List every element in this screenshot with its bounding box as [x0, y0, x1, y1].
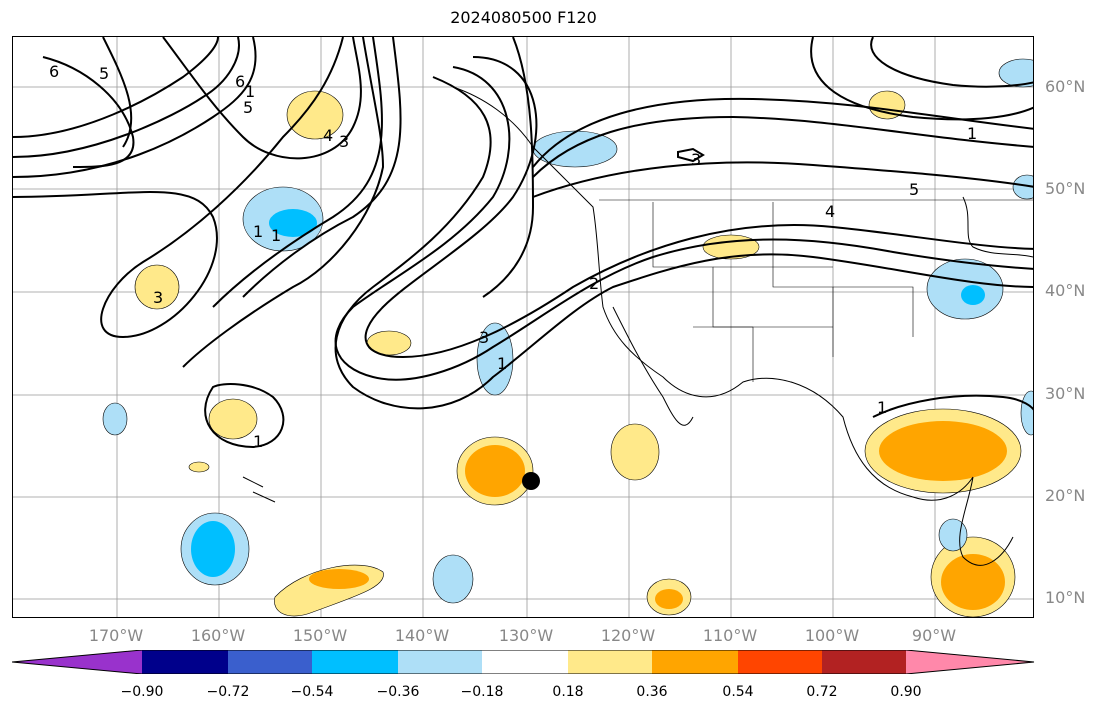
- colorbar-segment: [906, 650, 1034, 674]
- colorbar-tick: −0.36: [376, 684, 420, 700]
- lat-label-10n: 10°N: [1045, 588, 1086, 607]
- colorbar-segment: [568, 650, 652, 674]
- lon-label-150w: 150°W: [292, 626, 348, 645]
- contour-label: 6: [49, 62, 59, 81]
- colorbar-tick: 0.36: [636, 684, 668, 700]
- colorbar-tick: −0.18: [460, 684, 504, 700]
- colorbar-segment: [12, 650, 142, 674]
- lon-label-140w: 140°W: [394, 626, 450, 645]
- map-title: 2024080500 F120: [450, 8, 597, 27]
- contour-label: 1: [253, 222, 263, 241]
- lon-label-120w: 120°W: [600, 626, 656, 645]
- contour-label: 3: [479, 328, 489, 347]
- graticule: [13, 37, 1033, 617]
- contour-label: 6: [235, 72, 245, 91]
- contour-label: 1: [967, 124, 977, 143]
- colorbar-segment: [312, 650, 398, 674]
- contour-label: 1: [253, 432, 263, 451]
- contour-label: 3: [153, 288, 163, 307]
- storm-center-marker: [522, 472, 540, 490]
- lon-label-130w: 130°W: [498, 626, 554, 645]
- colorbar-segment: [482, 650, 568, 674]
- lat-label-60n: 60°N: [1045, 77, 1086, 96]
- lon-label-100w: 100°W: [804, 626, 860, 645]
- lat-label-30n: 30°N: [1045, 384, 1086, 403]
- colorbar-tick: 0.54: [722, 684, 754, 700]
- lat-label-20n: 20°N: [1045, 486, 1086, 505]
- positive-anomaly-regions: [134, 90, 1022, 617]
- colorbar-segment: [652, 650, 738, 674]
- contour-labels: 6 5 6 5 4 3 1 1 3 3 1 1 2 4 5 1 3 1 1: [49, 62, 977, 451]
- contour-label: 1: [245, 82, 255, 101]
- colorbar-segment: [738, 650, 822, 674]
- colorbar-tick: 0.90: [890, 684, 922, 700]
- lat-label-40n: 40°N: [1045, 281, 1086, 300]
- lat-label-50n: 50°N: [1045, 179, 1086, 198]
- colorbar-tick: −0.72: [206, 684, 250, 700]
- contour-label: 5: [99, 64, 109, 83]
- colorbar-segment: [822, 650, 906, 674]
- coastlines: [242, 86, 1033, 566]
- contour-label: 3: [339, 132, 349, 151]
- map-panel: 6 5 6 5 4 3 1 1 3 3 1 1 2 4 5 1 3 1 1: [12, 36, 1034, 618]
- colorbar-segment: [228, 650, 312, 674]
- height-contours: [13, 37, 1033, 449]
- colorbar-tick: 0.72: [806, 684, 838, 700]
- contour-label: 5: [909, 180, 919, 199]
- map-canvas: 6 5 6 5 4 3 1 1 3 3 1 1 2 4 5 1 3 1 1: [13, 37, 1033, 617]
- contour-label: 1: [497, 354, 507, 373]
- colorbar-segment: [142, 650, 228, 674]
- contour-label: 4: [825, 202, 835, 221]
- lon-label-160w: 160°W: [190, 626, 246, 645]
- contour-label: 1: [877, 398, 887, 417]
- contour-label: 4: [323, 126, 333, 145]
- lon-label-110w: 110°W: [702, 626, 758, 645]
- contour-label: 5: [243, 98, 253, 117]
- colorbar-tick: −0.90: [120, 684, 164, 700]
- colorbar-tick: −0.54: [290, 684, 334, 700]
- contour-label: 1: [271, 226, 281, 245]
- colorbar-tick: 0.18: [552, 684, 584, 700]
- contour-label: 2: [589, 274, 599, 293]
- colorbar: [12, 650, 1035, 674]
- contour-label: 3: [691, 150, 701, 169]
- colorbar-segment: [398, 650, 482, 674]
- lon-label-90w: 90°W: [911, 626, 957, 645]
- lon-label-170w: 170°W: [88, 626, 144, 645]
- negative-anomaly-regions: [102, 58, 1033, 604]
